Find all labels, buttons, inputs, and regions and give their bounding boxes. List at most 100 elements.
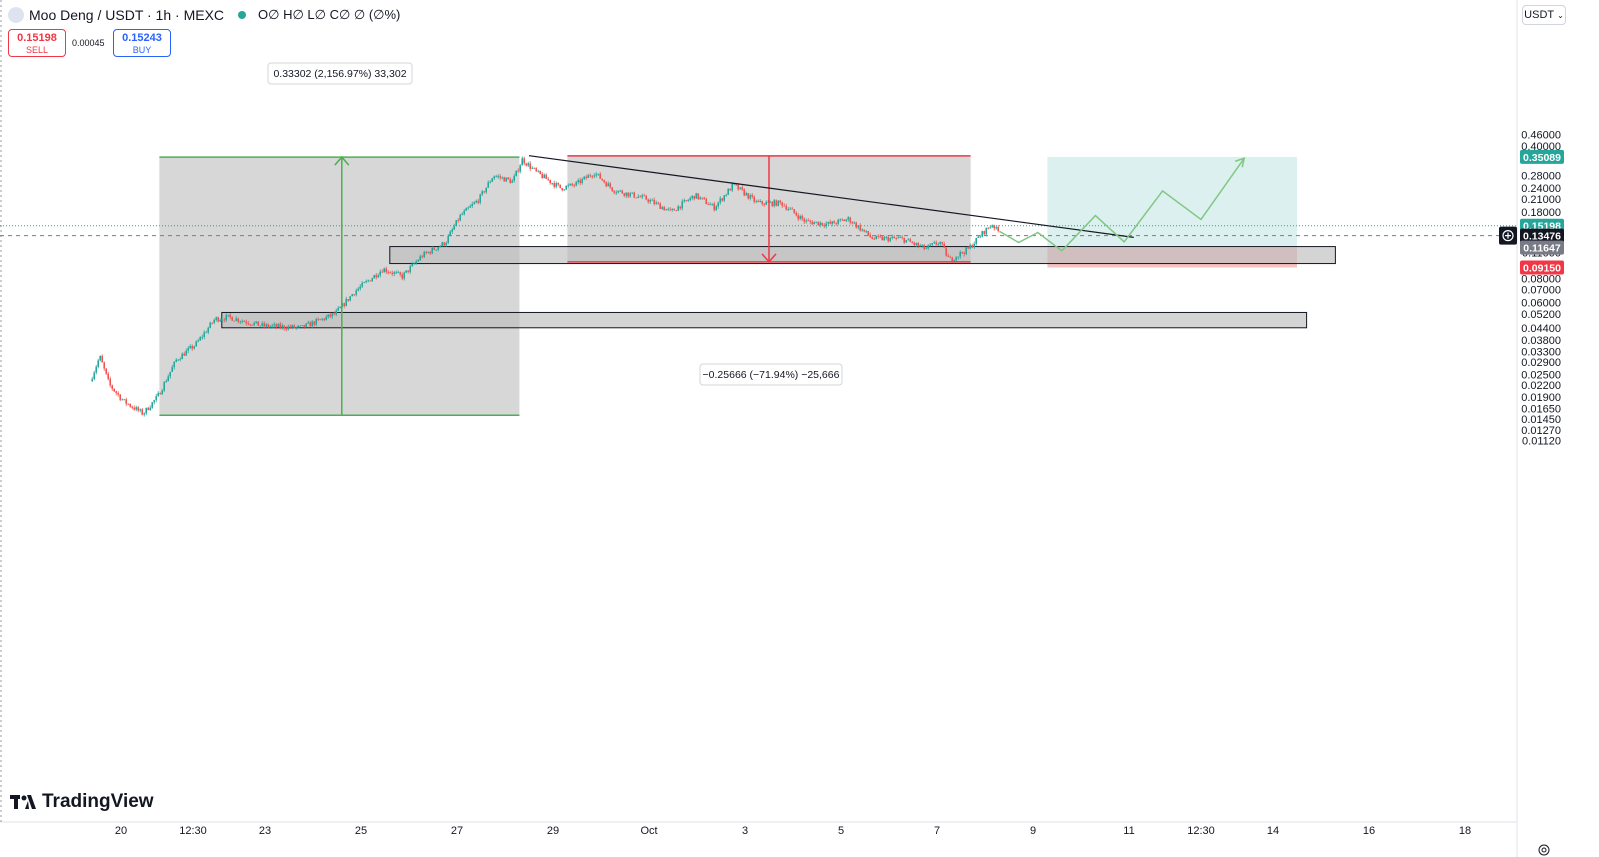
gear-center (1541, 847, 1547, 853)
candle-body (473, 202, 475, 205)
candle-body (561, 188, 563, 191)
candle-body (721, 198, 723, 201)
candle-body (981, 231, 983, 237)
candle-body (673, 209, 675, 211)
pump-label: 0.33302 (2,156.97%) 33,302 (267, 62, 413, 85)
candle-body (785, 205, 787, 210)
candle-body (569, 183, 571, 186)
candle-body (789, 208, 791, 210)
candle-body (631, 192, 633, 194)
candle-body (171, 367, 173, 372)
candle-body (527, 163, 529, 166)
candle-body (871, 236, 873, 239)
candle-body (885, 236, 887, 238)
candle-body (585, 176, 587, 178)
candle-body (893, 236, 895, 239)
candle-body (817, 221, 819, 226)
candle-body (345, 299, 347, 306)
candle-body (221, 319, 223, 321)
candle-body (319, 319, 321, 321)
candle-body (617, 190, 619, 193)
price-tick-label: 0.01120 (1522, 435, 1561, 447)
candle-body (97, 360, 99, 367)
candle-body (279, 323, 281, 328)
candle-body (687, 200, 689, 201)
candle-body (571, 183, 573, 186)
candle-body (805, 220, 807, 222)
candle-body (605, 182, 607, 187)
candle-body (551, 183, 553, 184)
candle-body (777, 200, 779, 206)
candle-body (437, 247, 439, 250)
candle-body (329, 314, 331, 317)
candle-body (629, 193, 631, 197)
candle-body (351, 294, 353, 297)
candle-body (205, 332, 207, 334)
candle-body (477, 200, 479, 203)
candle-body (699, 197, 701, 199)
candle-body (849, 217, 851, 223)
candle-body (257, 321, 259, 326)
currency-select[interactable]: USDT ⌄ (1522, 5, 1566, 25)
time-tick-label: 23 (259, 825, 271, 837)
candle-body (847, 217, 849, 220)
candle-body (695, 193, 697, 199)
candle-body (371, 278, 373, 282)
candle-body (93, 372, 95, 379)
time-tick-label: 3 (742, 825, 748, 837)
candle-body (963, 253, 965, 254)
candle-body (343, 303, 345, 306)
candle-body (299, 325, 301, 327)
candle-body (731, 183, 733, 191)
candle-body (253, 322, 255, 326)
candle-body (843, 219, 845, 222)
candle-body (797, 215, 799, 219)
candle-body (809, 220, 811, 222)
candle-body (943, 243, 945, 248)
price-label-text: 0.13476 (1523, 231, 1561, 243)
symbol-title[interactable]: Moo Deng / USDT · 1h · MEXC (29, 7, 225, 23)
candle-body (679, 206, 681, 209)
candle-body (597, 173, 599, 175)
price-tick-label: 0.04400 (1521, 323, 1561, 335)
candle-body (761, 200, 763, 204)
candle-body (207, 327, 209, 333)
candles-group (91, 156, 999, 417)
zone-upper (389, 246, 1336, 265)
candle-body (291, 325, 293, 328)
candle-body (393, 272, 395, 274)
candle-body (99, 355, 101, 361)
candle-body (155, 396, 157, 401)
candle-body (557, 183, 559, 185)
sell-button[interactable]: 0.15198 SELL (8, 29, 66, 57)
candle-body (577, 180, 579, 182)
candle-body (635, 197, 637, 199)
gear-ring (1538, 844, 1550, 856)
buy-button[interactable]: 0.15243 BUY (113, 29, 171, 57)
candle-body (861, 229, 863, 231)
candle-body (851, 222, 853, 224)
candle-body (907, 239, 909, 241)
candle-body (349, 296, 351, 301)
candle-body (815, 221, 817, 223)
candle-body (421, 256, 423, 258)
candle-body (497, 176, 499, 178)
candle-body (693, 195, 695, 199)
time-tick-label: 7 (934, 825, 940, 837)
candle-body (887, 236, 889, 242)
candle-body (433, 247, 435, 250)
candle-body (705, 198, 707, 205)
candle-body (627, 192, 629, 197)
candle-body (987, 227, 989, 229)
candle-body (795, 212, 797, 216)
candle-body (793, 209, 795, 213)
candle-body (801, 215, 803, 219)
candle-body (397, 272, 399, 274)
drop-label: −0.25666 (−71.94%) −25,666 (699, 363, 843, 386)
candle-body (369, 280, 371, 282)
candle-body (743, 189, 745, 196)
candle-body (157, 393, 159, 397)
candle-body (293, 325, 295, 328)
candle-body (103, 362, 105, 369)
